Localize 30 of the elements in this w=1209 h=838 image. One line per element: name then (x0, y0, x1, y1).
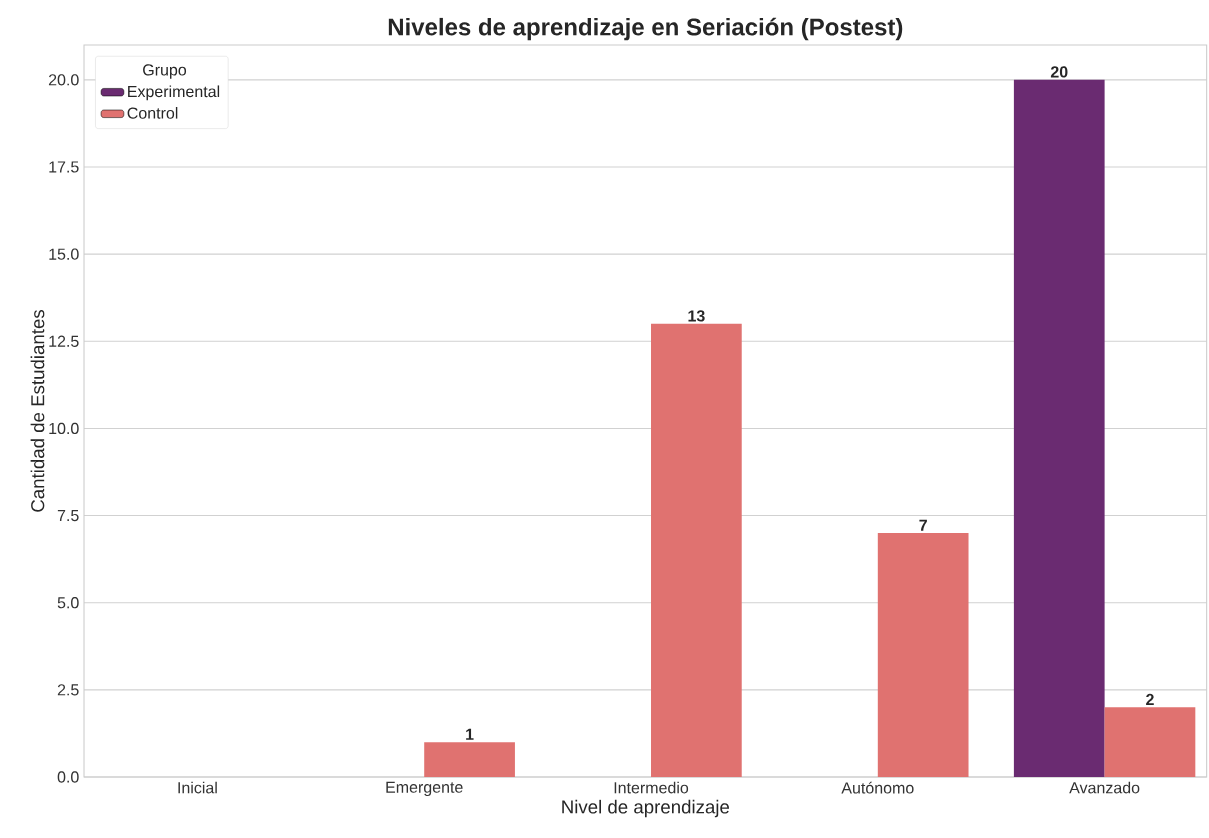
y-tick-label: 2.5 (57, 684, 79, 696)
y-tick-label: 5.0 (57, 597, 79, 609)
x-tick-label: Autónomo (841, 781, 914, 794)
x-axis-title: Nivel de aprendizaje (562, 799, 730, 818)
chart-title: Niveles de aprendizaje en Seriación (Postest) (388, 17, 903, 41)
data-label: 20 (1050, 66, 1068, 78)
y-tick-label: 10.0 (49, 422, 79, 435)
bar (877, 532, 969, 777)
legend-title: Grupo (143, 64, 187, 79)
y-tick-label: 17.5 (49, 161, 79, 173)
legend-label: Experimental (128, 85, 220, 101)
data-label: 13 (688, 310, 705, 322)
bar (424, 742, 515, 777)
data-label: 1 (466, 728, 474, 740)
bar (651, 323, 742, 777)
data-label: 2 (1146, 693, 1154, 705)
bar (1104, 707, 1196, 777)
legend-label: Control (127, 107, 178, 119)
y-axis-title: Cantidad de Estudiantes (30, 310, 45, 512)
bar (1013, 79, 1105, 777)
x-tick-label: Avanzado (1069, 781, 1140, 794)
x-tick-label: Emergente (386, 781, 463, 797)
y-tick-label: 15.0 (49, 248, 79, 260)
x-tick-label: Inicial (178, 781, 217, 794)
y-tick-label: 0.0 (57, 771, 79, 783)
y-tick-label: 7.5 (57, 509, 79, 522)
x-tick-label: Intermedio (614, 781, 689, 794)
data-label: 7 (919, 519, 927, 531)
y-tick-label: 12.5 (49, 335, 79, 347)
y-tick-label: 20.0 (48, 74, 79, 86)
